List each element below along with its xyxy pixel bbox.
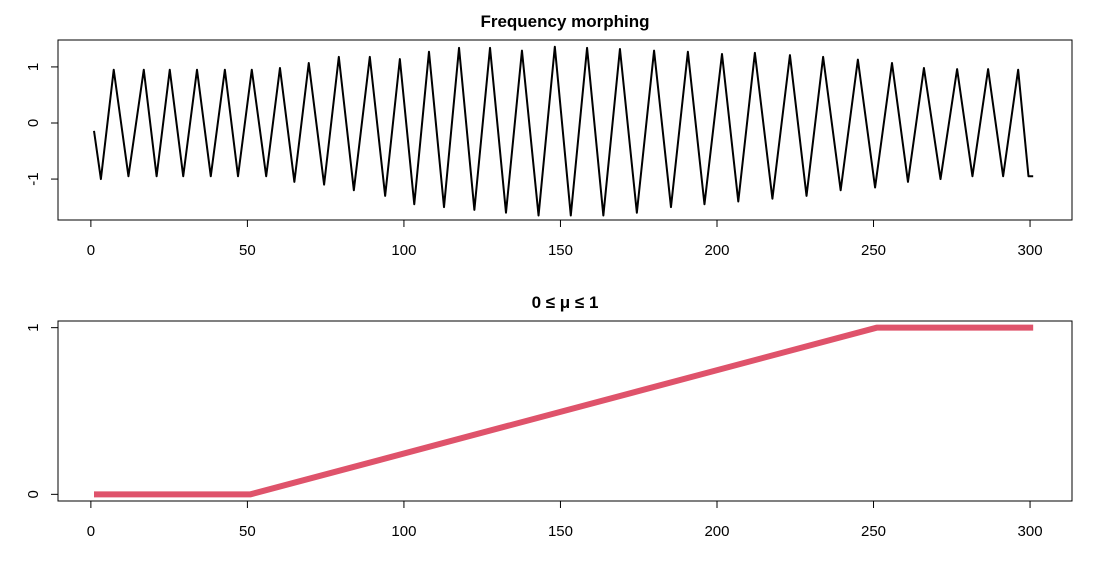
- plot-frame: [57, 320, 1073, 502]
- x-tick-label: 250: [861, 242, 886, 259]
- y-tick-label: -1: [25, 172, 42, 185]
- x-tick-label: 300: [1018, 242, 1043, 259]
- x-tick-label: 50: [239, 242, 256, 259]
- y-tick-label: 0: [25, 490, 42, 498]
- data-line: [94, 324, 1034, 498]
- x-tick-label: 250: [861, 523, 886, 540]
- x-tick-label: 150: [548, 242, 573, 259]
- x-tick-label: 100: [391, 523, 416, 540]
- y-tick-label: 0: [25, 119, 42, 127]
- x-tick-label: 0: [87, 523, 95, 540]
- data-line: [93, 45, 1034, 217]
- x-tick-label: 50: [239, 523, 256, 540]
- x-tick-label: 0: [87, 242, 95, 259]
- x-tick-label: 200: [704, 242, 729, 259]
- x-tick-label: 200: [704, 523, 729, 540]
- y-tick-label: 1: [25, 323, 42, 331]
- y-tick-label: 1: [25, 63, 42, 71]
- x-tick-label: 100: [391, 242, 416, 259]
- chart-title: Frequency morphing: [480, 12, 649, 31]
- x-tick-label: 300: [1018, 523, 1043, 540]
- plot-frame: [57, 39, 1073, 221]
- x-tick-label: 150: [548, 523, 573, 540]
- chart-title: 0 ≤ μ ≤ 1: [532, 293, 599, 312]
